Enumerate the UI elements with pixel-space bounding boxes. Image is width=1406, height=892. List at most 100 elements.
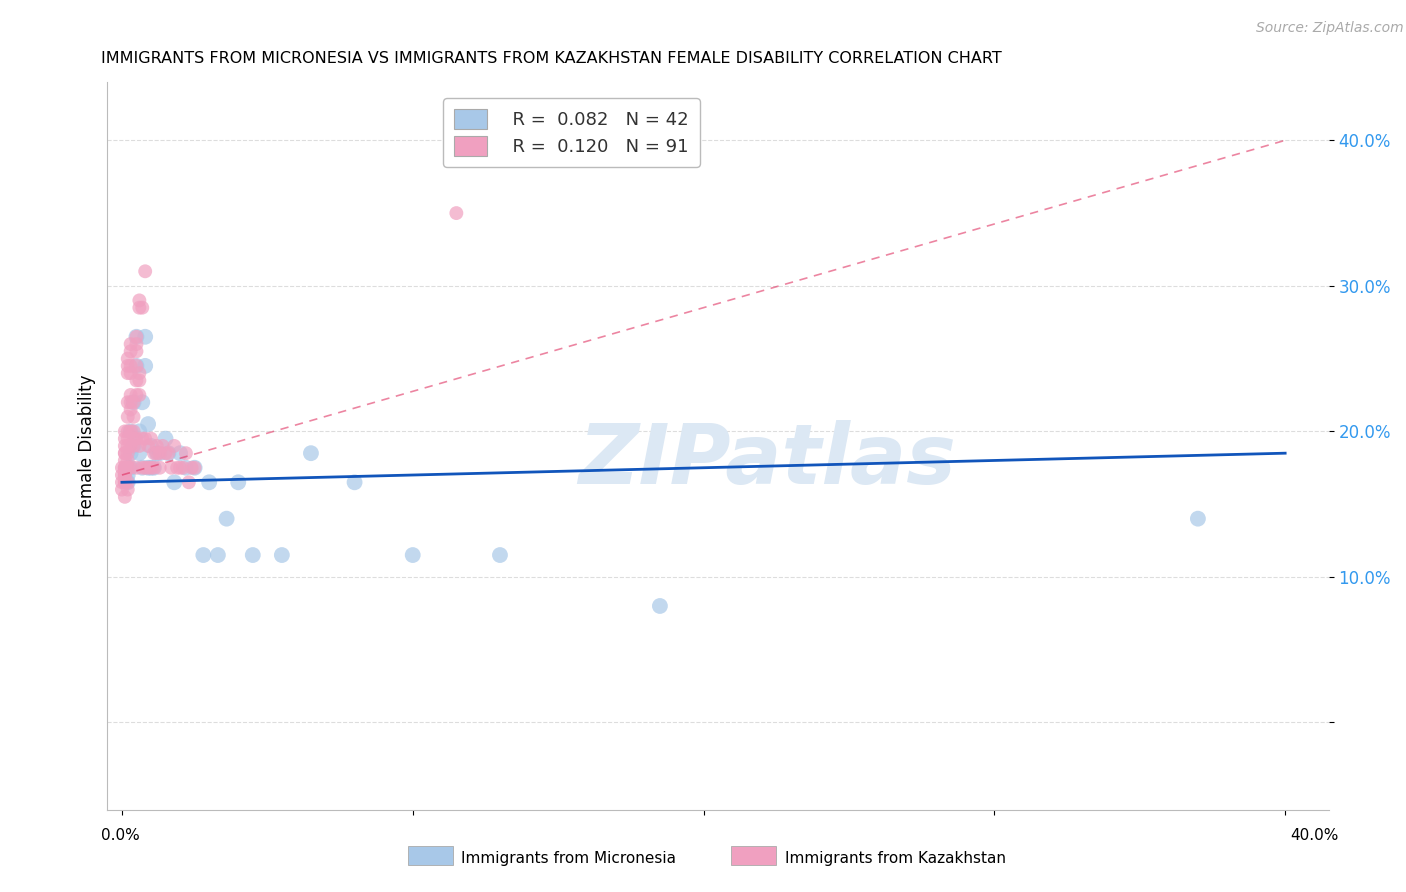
Point [166,460,188,475]
Text: 40.0%: 40.0% [1291,829,1339,843]
Point [122,425,145,439]
Text: Source: ZipAtlas.com: Source: ZipAtlas.com [1256,21,1403,35]
Point [136,439,159,453]
Point [120,366,142,380]
Point [120,359,142,373]
Point [128,388,150,402]
Point [128,439,150,453]
Point [111,475,134,490]
Point [136,460,159,475]
Point [169,460,191,475]
Point [134,330,156,344]
Point [149,446,172,460]
Point [120,425,142,439]
Point [114,439,136,453]
Point [149,460,172,475]
Point [111,460,134,475]
Point [125,359,148,373]
Point [180,460,202,475]
Point [125,388,148,402]
Point [117,432,139,446]
Point [183,460,205,475]
Point [120,460,142,475]
Point [114,468,136,483]
Point [270,548,292,562]
Text: Immigrants from Micronesia: Immigrants from Micronesia [461,851,676,865]
Point [134,359,156,373]
Point [155,446,177,460]
Point [128,366,150,380]
Point [174,446,197,460]
Point [122,395,145,409]
Point [139,460,162,475]
Point [114,475,136,490]
Point [146,446,169,460]
Point [131,460,153,475]
Point [402,548,425,562]
Point [114,460,136,475]
Point [157,446,180,460]
Point [648,599,671,613]
Point [163,439,186,453]
Point [120,446,142,460]
Point [117,475,139,490]
Point [131,460,153,475]
Point [114,460,136,475]
Point [183,460,205,475]
Point [152,439,174,453]
Text: IMMIGRANTS FROM MICRONESIA VS IMMIGRANTS FROM KAZAKHSTAN FEMALE DISABILITY CORRE: IMMIGRANTS FROM MICRONESIA VS IMMIGRANTS… [101,51,1002,66]
Point [299,446,322,460]
Point [111,468,134,483]
Point [114,468,136,483]
Point [142,460,165,475]
Point [117,460,139,475]
Point [117,366,139,380]
Point [114,468,136,483]
Y-axis label: Female Disability: Female Disability [79,375,96,517]
Point [131,432,153,446]
Point [131,301,153,315]
Point [177,475,200,490]
Point [125,460,148,475]
Point [163,475,186,490]
Point [242,548,264,562]
Point [128,301,150,315]
Point [136,460,159,475]
Point [169,446,191,460]
Point [117,439,139,453]
Point [114,475,136,490]
Point [120,344,142,359]
Point [117,460,139,475]
Point [139,439,162,453]
Point [149,446,172,460]
Point [122,439,145,453]
Point [128,425,150,439]
Point [131,395,153,409]
Point [215,511,238,525]
Point [125,344,148,359]
Point [139,460,162,475]
Point [122,432,145,446]
Text: Immigrants from Kazakhstan: Immigrants from Kazakhstan [785,851,1005,865]
Point [122,395,145,409]
Point [157,446,180,460]
Point [125,359,148,373]
Point [125,432,148,446]
Point [120,439,142,453]
Point [139,432,162,446]
Point [128,293,150,308]
Text: 0.0%: 0.0% [101,829,141,843]
Point [125,330,148,344]
Point [142,460,165,475]
Point [122,409,145,424]
Point [198,475,221,490]
Point [207,548,229,562]
Point [125,373,148,387]
Point [155,432,177,446]
Point [117,425,139,439]
Point [160,460,183,475]
Point [122,439,145,453]
Point [120,425,142,439]
Point [114,453,136,467]
Point [111,483,134,497]
